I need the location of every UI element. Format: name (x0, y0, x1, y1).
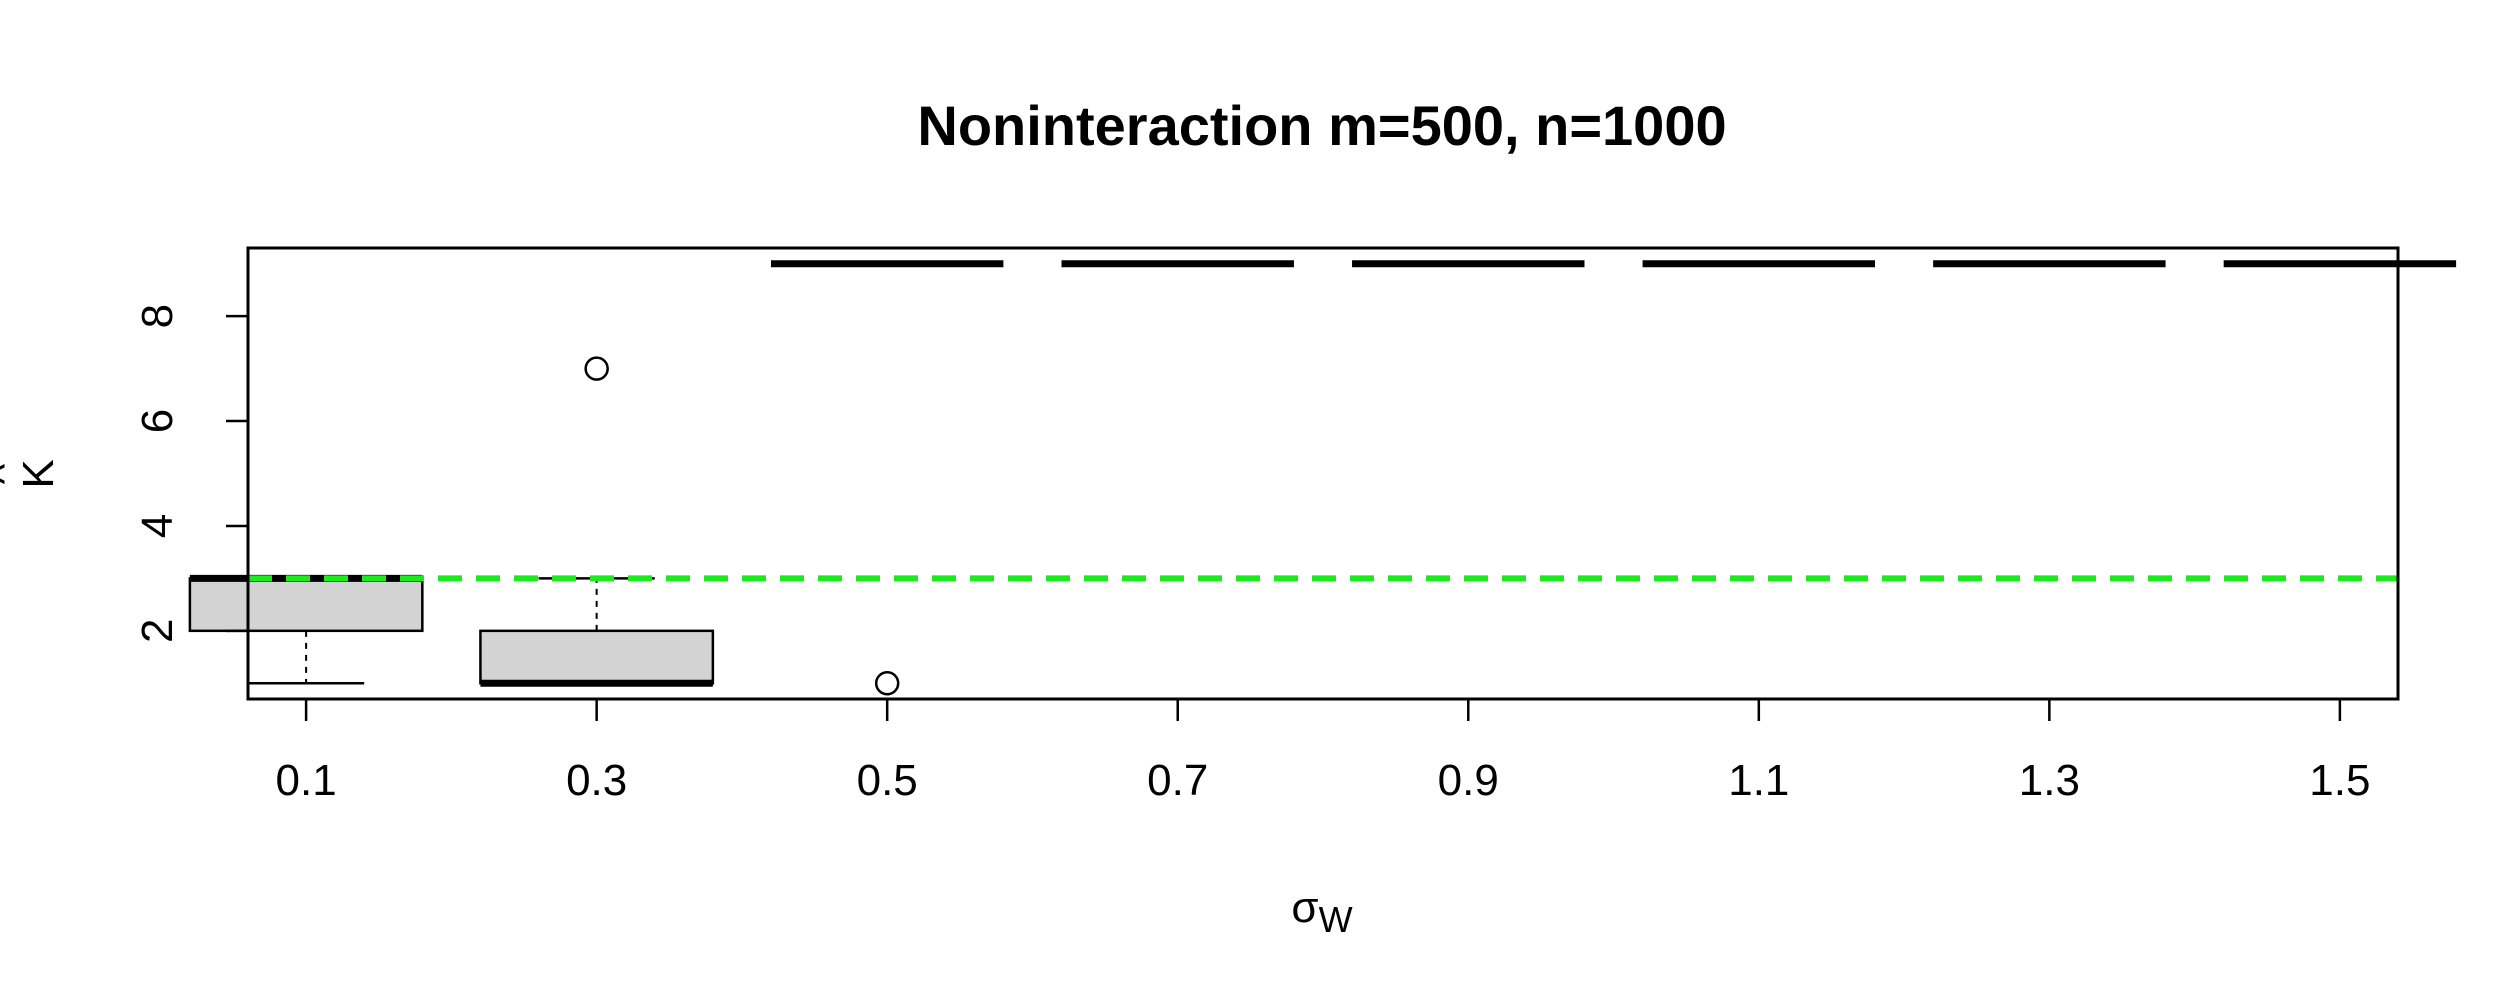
x-tick-label: 1.3 (2019, 756, 2080, 805)
outlier-point (584, 356, 609, 381)
y-tick-label: 6 (133, 409, 182, 433)
y-axis-label-letter: K (14, 459, 63, 488)
x-axis-label: σW (1291, 883, 1352, 940)
y-axis-label-hat: ^ (0, 463, 29, 484)
y-tick-label: 8 (133, 304, 182, 328)
x-axis: 0.1 0.3 0.5 0.7 0.9 1.1 1.3 1.5 (276, 699, 2370, 805)
y-axis-label: K ^ (0, 459, 63, 488)
plot-frame (246, 246, 2400, 701)
box-0.1 (188, 574, 424, 685)
x-tick-label: 0.1 (276, 756, 337, 805)
box-iqr (479, 629, 715, 685)
box-iqr (188, 577, 424, 633)
box-0.3 (479, 356, 715, 687)
x-tick-label: 0.9 (1438, 756, 1499, 805)
y-tick-label: 4 (133, 514, 182, 538)
x-tick-label: 0.7 (1147, 756, 1208, 805)
x-axis-label-symbol: σ (1291, 883, 1318, 932)
chart-title: Noninteraction m=500, n=1000 (917, 94, 1726, 157)
x-tick-label: 1.5 (2309, 756, 2370, 805)
x-axis-label-subscript: W (1319, 899, 1353, 940)
x-tick-label: 1.1 (1728, 756, 1789, 805)
x-tick-label: 0.3 (566, 756, 627, 805)
chart-marks (188, 260, 2457, 696)
outlier-point (874, 671, 900, 696)
y-tick-label: 2 (133, 619, 182, 643)
box-0.5 (770, 260, 1004, 696)
y-axis: 2 4 6 8 (133, 304, 248, 643)
x-tick-label: 0.5 (857, 756, 918, 805)
